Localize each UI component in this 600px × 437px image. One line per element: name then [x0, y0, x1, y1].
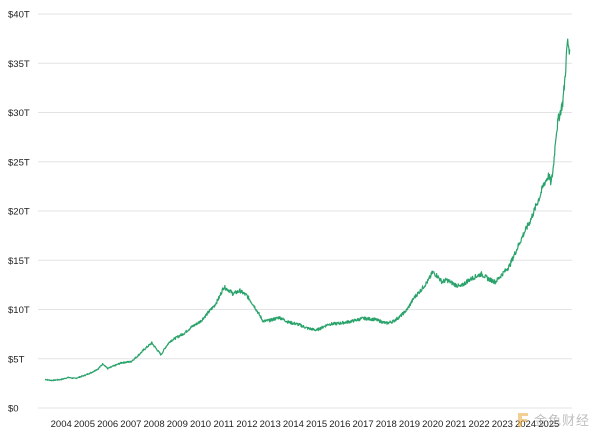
x-tick-label: 2004 [51, 419, 72, 430]
x-tick-label: 2011 [214, 419, 234, 430]
x-tick-label: 2006 [97, 419, 118, 430]
x-tick-label: 2005 [74, 419, 95, 430]
y-tick-label: $40T [8, 10, 30, 21]
x-tick-label: 2024 [515, 419, 536, 430]
x-tick-label: 2009 [167, 419, 188, 430]
y-tick-label: $35T [8, 59, 30, 70]
y-tick-label: $25T [8, 157, 30, 168]
x-tick-label: 2020 [422, 419, 443, 430]
x-tick-label: 2016 [329, 419, 350, 430]
coin-logo-icon [517, 412, 528, 427]
watermark-text: 金色财经 [533, 414, 590, 429]
gridlines [38, 13, 572, 409]
x-tick-label: 2021 [445, 419, 466, 430]
y-tick-label: $20T [8, 207, 30, 218]
y-tick-label: $10T [8, 305, 30, 316]
x-tick-label: 2013 [260, 419, 281, 430]
y-axis: $0 $5T $10T $15T $20T $25T $30T $35T $40T [8, 10, 30, 415]
x-tick-label: 2018 [376, 419, 397, 430]
x-tick-label: 2023 [492, 419, 513, 430]
series-line [44, 38, 571, 382]
y-tick-label: $5T [8, 354, 25, 365]
x-tick-label: 2012 [236, 419, 257, 430]
y-tick-label: $0 [8, 404, 19, 415]
x-tick-label: 2008 [144, 419, 165, 430]
x-tick-label: 2014 [283, 419, 304, 430]
x-tick-label: 2017 [352, 419, 373, 430]
x-tick-label: 2010 [190, 419, 211, 430]
x-tick-label: 2015 [306, 419, 327, 430]
x-tick-label: 2025 [538, 419, 559, 430]
y-tick-label: $15T [8, 256, 30, 267]
x-tick-label: 2022 [469, 419, 490, 430]
x-tick-label: 2007 [120, 419, 141, 430]
x-axis: 2004 2005 2006 2007 2008 2009 2010 2011 2012 2013… [51, 419, 560, 430]
x-tick-label: 2019 [399, 419, 420, 430]
watermark: 金色财经 [516, 410, 590, 429]
y-tick-label: $30T [8, 108, 30, 119]
